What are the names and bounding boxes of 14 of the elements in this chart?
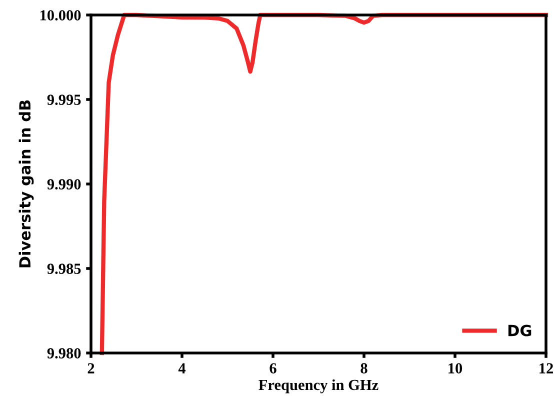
legend-label: DG	[508, 324, 532, 336]
x-tick-label: 8	[360, 363, 368, 374]
x-axis-title: Frequency in GHz	[258, 379, 378, 394]
y-axis-title: Diversity gain in dB	[18, 100, 34, 268]
y-tick-label: 9.980	[47, 348, 81, 359]
y-tick-label: 9.985	[47, 264, 81, 274]
x-tick-label: 4	[178, 363, 186, 374]
x-tick-label: 10	[448, 363, 462, 374]
x-tick-label: 6	[270, 363, 276, 374]
y-tick-label: 10.000	[40, 10, 81, 21]
x-tick-label: 2	[88, 363, 94, 374]
x-tick-label: 12	[540, 363, 553, 374]
y-tick-label: 9.995	[47, 94, 81, 106]
y-tick-label: 9.990	[47, 179, 81, 190]
